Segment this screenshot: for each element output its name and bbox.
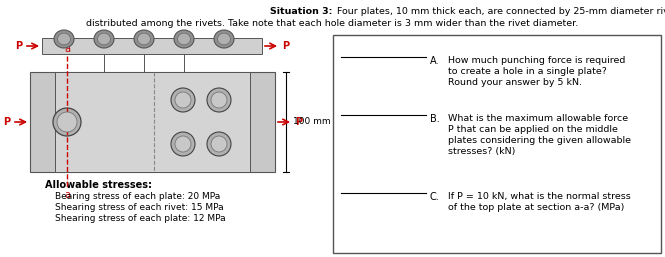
Text: C.: C.	[430, 192, 440, 202]
Ellipse shape	[217, 33, 231, 45]
Circle shape	[171, 88, 195, 112]
Text: Four plates, 10 mm thick each, are connected by 25-mm diameter rivets as shown. : Four plates, 10 mm thick each, are conne…	[334, 7, 665, 16]
Text: B.: B.	[430, 114, 440, 124]
Text: P: P	[282, 41, 289, 51]
Ellipse shape	[57, 33, 70, 45]
Text: Shearing stress of each rivet: 15 MPa: Shearing stress of each rivet: 15 MPa	[55, 203, 223, 212]
Text: 100 mm: 100 mm	[293, 117, 331, 126]
Text: stresses? (kN): stresses? (kN)	[448, 147, 515, 156]
Text: Situation 3:: Situation 3:	[269, 7, 332, 16]
Text: If P = 10 kN, what is the normal stress: If P = 10 kN, what is the normal stress	[448, 192, 630, 201]
Circle shape	[211, 92, 227, 108]
Ellipse shape	[94, 30, 114, 48]
Text: to create a hole in a single plate?: to create a hole in a single plate?	[448, 67, 607, 76]
Bar	[55, 72, 250, 172]
Circle shape	[53, 108, 81, 136]
Text: a: a	[64, 190, 70, 200]
Text: of the top plate at section a-a? (MPa): of the top plate at section a-a? (MPa)	[448, 203, 624, 212]
Bar	[42, 38, 262, 54]
Circle shape	[207, 132, 231, 156]
Circle shape	[207, 88, 231, 112]
Text: distributed among the rivets. Take note that each hole diameter is 3 mm wider th: distributed among the rivets. Take note …	[86, 19, 578, 28]
Text: Allowable stresses:: Allowable stresses:	[45, 180, 152, 190]
Text: Round your answer by 5 kN.: Round your answer by 5 kN.	[448, 78, 582, 87]
Text: P: P	[295, 117, 302, 127]
Ellipse shape	[178, 33, 190, 45]
Text: plates considering the given allowable: plates considering the given allowable	[448, 136, 631, 145]
Circle shape	[175, 136, 191, 152]
Text: P that can be applied on the middle: P that can be applied on the middle	[448, 125, 618, 134]
Ellipse shape	[138, 33, 150, 45]
Text: Bearing stress of each plate: 20 MPa: Bearing stress of each plate: 20 MPa	[55, 192, 220, 201]
Bar	[30, 72, 275, 172]
Text: A.: A.	[430, 56, 440, 66]
Text: What is the maximum allowable force: What is the maximum allowable force	[448, 114, 628, 123]
Circle shape	[171, 132, 195, 156]
Ellipse shape	[98, 33, 110, 45]
Ellipse shape	[54, 30, 74, 48]
Circle shape	[57, 112, 77, 132]
Circle shape	[175, 92, 191, 108]
Ellipse shape	[214, 30, 234, 48]
Text: How much punching force is required: How much punching force is required	[448, 56, 625, 65]
Bar	[333, 35, 661, 253]
Ellipse shape	[174, 30, 194, 48]
Text: P: P	[3, 117, 10, 127]
Text: P: P	[15, 41, 22, 51]
Text: Shearing stress of each plate: 12 MPa: Shearing stress of each plate: 12 MPa	[55, 214, 225, 223]
Circle shape	[211, 136, 227, 152]
Text: a: a	[64, 44, 70, 54]
Ellipse shape	[134, 30, 154, 48]
